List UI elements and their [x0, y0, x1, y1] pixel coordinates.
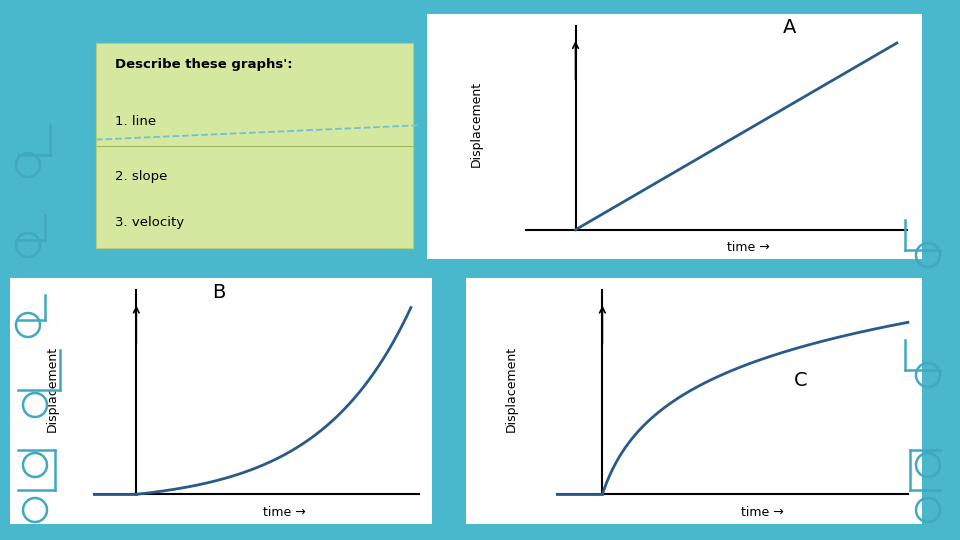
Text: time →: time →	[263, 506, 305, 519]
Text: Displacement: Displacement	[470, 81, 483, 167]
Text: Displacement: Displacement	[505, 346, 517, 431]
Text: Displacement: Displacement	[45, 346, 59, 431]
Text: C: C	[794, 372, 807, 390]
Text: 3. velocity: 3. velocity	[115, 215, 184, 228]
Text: B: B	[212, 283, 226, 302]
Text: 2. slope: 2. slope	[115, 171, 167, 184]
Text: time →: time →	[727, 241, 770, 254]
Text: 1. line: 1. line	[115, 115, 156, 128]
Text: A: A	[783, 18, 797, 37]
Text: Describe these graphs':: Describe these graphs':	[115, 58, 293, 71]
Text: time →: time →	[740, 506, 783, 519]
